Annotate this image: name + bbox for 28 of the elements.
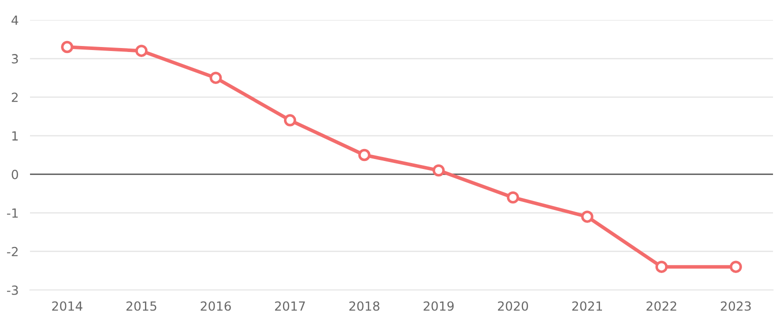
x-tick-label: 2023 (720, 301, 751, 311)
point (61, 40, 74, 54)
x-tick-label: 2017 (275, 301, 305, 311)
point (506, 191, 520, 204)
y-tick-label: 1 (12, 131, 18, 140)
point (655, 260, 668, 273)
x-tick-label: 2014 (52, 301, 82, 311)
x-tick-label: 2022 (646, 301, 676, 311)
y-tick-label: 0 (12, 170, 18, 180)
point (135, 44, 148, 57)
x-tick-label: 2019 (424, 301, 454, 311)
x-tick-label: 2015 (126, 301, 156, 311)
y-tick-label: 2 (12, 92, 18, 102)
x-tick-label: 2016 (200, 301, 231, 311)
y-tick-label: -3 (7, 285, 18, 295)
x-tick-label: 2020 (498, 301, 528, 311)
point (730, 260, 742, 273)
x-tick-label: 2018 (349, 301, 380, 311)
point (210, 72, 222, 84)
point (284, 114, 296, 126)
point (581, 210, 594, 223)
point (432, 164, 445, 177)
y-tick-label: -1 (7, 208, 18, 218)
point (358, 148, 370, 162)
y-tick-label: 4 (12, 16, 18, 25)
x-tick-label: 2021 (572, 301, 602, 311)
y-tick-label: 3 (12, 54, 18, 64)
y-tick-label: -2 (7, 246, 18, 256)
